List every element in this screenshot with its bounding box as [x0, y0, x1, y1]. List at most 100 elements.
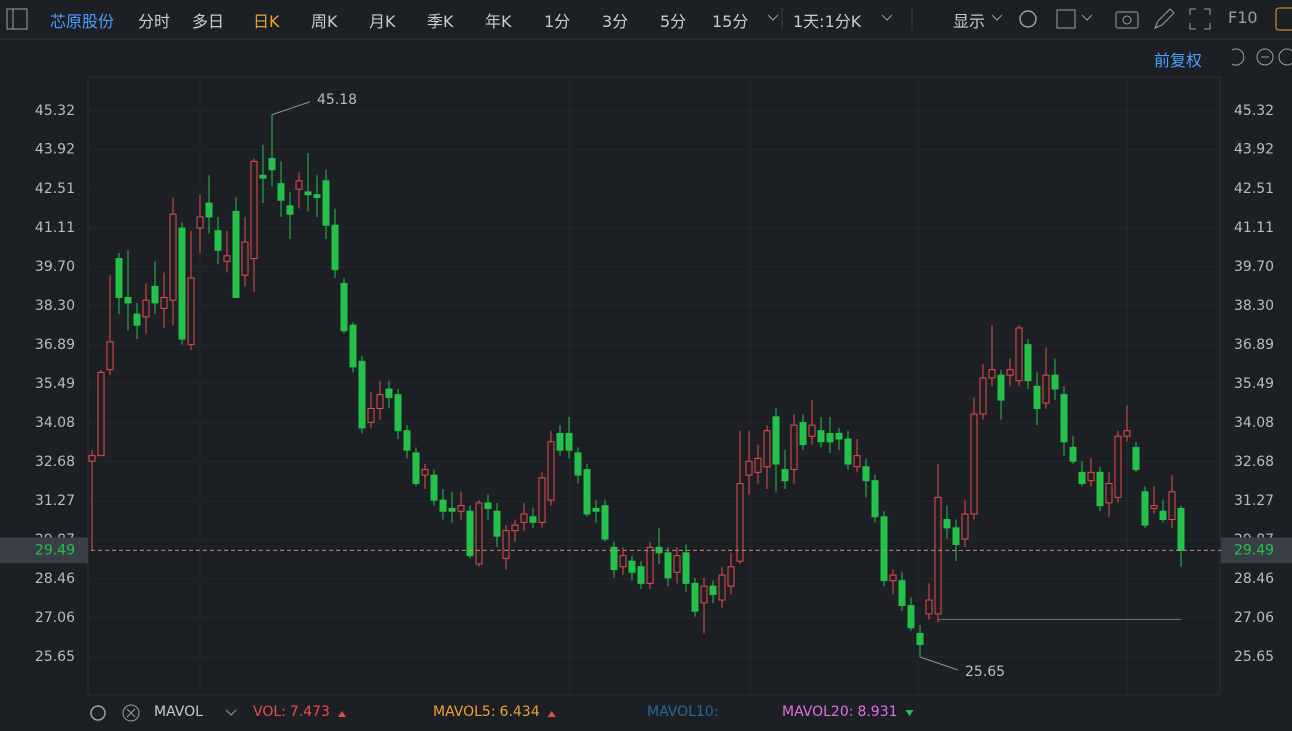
candle-body: [421, 469, 429, 476]
period-tab[interactable]: 分时: [138, 12, 171, 31]
candle-body: [232, 210, 240, 298]
candle-body: [529, 516, 537, 523]
period-tab[interactable]: 日K: [253, 12, 280, 31]
candle: [394, 389, 402, 440]
candle-body: [475, 502, 483, 565]
period-tab[interactable]: 1分: [544, 12, 571, 31]
chevron[interactable]: [991, 14, 1003, 21]
candle: [763, 425, 771, 489]
display-menu[interactable]: 显示: [953, 12, 986, 31]
period-tab[interactable]: 5分: [660, 12, 687, 31]
chevron[interactable]: [225, 709, 237, 716]
candle: [664, 547, 672, 587]
candle: [835, 427, 843, 451]
period-tab[interactable]: 年K: [485, 12, 512, 31]
candle: [943, 505, 951, 539]
candle: [862, 458, 870, 498]
candle-body: [907, 605, 915, 629]
candle: [1051, 358, 1059, 401]
indicator-close[interactable]: [122, 704, 140, 722]
candle-body: [448, 507, 456, 512]
candle-body: [1159, 510, 1167, 521]
settings-icon[interactable]: [1019, 10, 1037, 28]
period-tab[interactable]: 3分: [602, 12, 629, 31]
candle-body: [376, 394, 384, 409]
candle: [709, 580, 717, 603]
sidebar-icon[interactable]: [6, 8, 28, 30]
zoom-in-icon[interactable]: [1278, 48, 1292, 66]
candle: [1123, 405, 1131, 442]
candle-body: [142, 299, 150, 318]
period-tab[interactable]: 月K: [369, 12, 396, 31]
candle: [970, 397, 978, 520]
candle-body: [484, 502, 492, 509]
f10[interactable]: F10: [1228, 8, 1258, 27]
y-tick-label: 35.49: [35, 376, 75, 392]
candle: [340, 278, 348, 334]
y-tick-label-right: 32.68: [1234, 454, 1274, 470]
chevron[interactable]: [881, 14, 893, 21]
last-price-box: [0, 537, 88, 564]
chevron[interactable]: [1081, 14, 1093, 21]
zoom-out-icon[interactable]: [1256, 48, 1274, 66]
camera-icon[interactable]: [1115, 11, 1139, 29]
candle-body: [619, 555, 627, 568]
draw-icon[interactable]: [1154, 8, 1175, 29]
candle: [1033, 372, 1041, 426]
period-tab[interactable]: 多日: [192, 12, 225, 31]
candle-body: [826, 432, 834, 443]
candle-body: [1033, 385, 1041, 409]
candle-body: [556, 432, 564, 451]
candle: [367, 391, 375, 428]
period-tab[interactable]: 周K: [311, 12, 338, 31]
candle-body: [322, 180, 330, 226]
indicator-name[interactable]: MAVOL: [154, 704, 203, 720]
y-tick-label-right: 34.08: [1234, 415, 1274, 431]
color-icon[interactable]: [1056, 9, 1076, 29]
candle-body: [898, 580, 906, 607]
candle-body: [673, 555, 681, 573]
stock-name[interactable]: 芯原股份: [50, 12, 115, 31]
candle: [799, 414, 807, 451]
y-tick-label-right: 39.70: [1234, 259, 1274, 275]
candle: [592, 500, 600, 523]
period-tab[interactable]: 季K: [427, 12, 454, 31]
indicator-label: MAVOL10:: [647, 704, 719, 720]
reset-icon[interactable]: [1231, 48, 1245, 66]
low-label: 25.65: [965, 664, 1005, 680]
candle-body: [151, 285, 159, 304]
candle: [304, 153, 312, 212]
period-tab[interactable]: 15分: [712, 12, 749, 31]
candle-body: [637, 566, 645, 584]
indicator-settings[interactable]: [90, 705, 106, 721]
panel-icon[interactable]: [1275, 7, 1292, 31]
candle-body: [241, 241, 249, 276]
candle-body: [592, 507, 600, 512]
candle: [169, 197, 177, 326]
adjust-mode[interactable]: 前复权: [1154, 51, 1203, 70]
candle: [88, 450, 96, 551]
candle-body: [745, 460, 753, 476]
candle: [1132, 441, 1140, 473]
interval[interactable]: 1天:1分K: [793, 12, 862, 31]
candle: [916, 625, 924, 657]
candle: [547, 430, 555, 506]
chevron[interactable]: [767, 14, 779, 21]
fullscreen-icon[interactable]: [1189, 8, 1211, 30]
y-tick-label-right: 38.30: [1234, 298, 1274, 314]
candle: [1096, 466, 1104, 512]
candle: [925, 583, 933, 620]
candle: [457, 491, 465, 520]
y-tick-label: 38.30: [35, 298, 75, 314]
candle-body: [169, 213, 177, 301]
candle-body: [1150, 505, 1158, 509]
y-tick-label: 42.51: [35, 181, 75, 197]
candle-body: [493, 510, 501, 537]
candle: [781, 450, 789, 489]
candle-body: [1132, 446, 1140, 471]
candle-body: [628, 560, 636, 573]
candle-body: [187, 277, 195, 346]
candle: [583, 464, 591, 517]
candle-body: [1096, 471, 1104, 507]
